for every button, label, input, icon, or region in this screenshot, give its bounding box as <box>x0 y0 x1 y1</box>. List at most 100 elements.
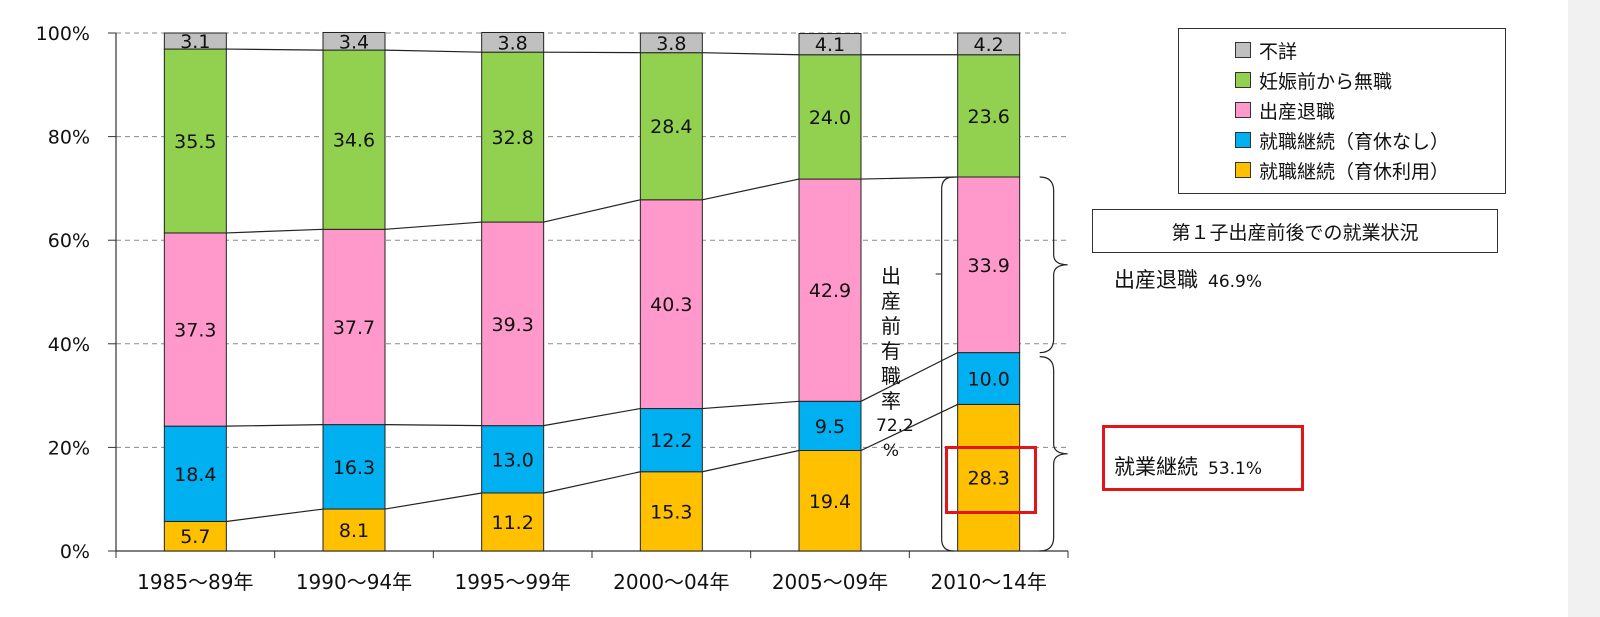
legend-item: 就職継続（育休なし） <box>1235 125 1505 155</box>
bar-segment <box>639 32 703 54</box>
legend-item: 不詳 <box>1235 35 1505 65</box>
x-tick-label: 2010〜14年 <box>930 570 1046 594</box>
prework-value: 72.2 <box>876 416 914 436</box>
data-label: 19.4 <box>809 491 851 513</box>
data-label: 12.2 <box>650 430 692 452</box>
caption-box: 第１子出産前後での就業状況 <box>1092 209 1498 253</box>
caption-text: 第１子出産前後での就業状況 <box>1171 221 1419 244</box>
x-tick-label: 1990〜94年 <box>296 570 412 594</box>
bar-highlight-box <box>945 446 1037 514</box>
connector-line <box>702 400 800 410</box>
y-tick-label: 100% <box>36 23 90 45</box>
connector-line <box>860 176 958 180</box>
bar-segment <box>322 228 386 426</box>
bar-segment <box>163 232 227 427</box>
bar-segment <box>798 54 862 180</box>
legend-label: 就職継続（育休利用） <box>1259 160 1450 183</box>
data-label: 33.9 <box>968 255 1010 277</box>
x-tick-label: 2005〜09年 <box>772 570 888 594</box>
connector-line <box>226 228 324 234</box>
y-tick-label: 80% <box>48 127 90 149</box>
x-tick-label: 1995〜99年 <box>454 570 570 594</box>
continue-summary: 就業継続 53.1% <box>1114 451 1262 481</box>
data-label: 3.8 <box>498 32 528 54</box>
data-label: 23.6 <box>968 106 1010 128</box>
legend-item: 出産退職 <box>1235 95 1505 125</box>
legend: 不詳 妊娠前から無職 出産退職 就職継続（育休なし） 就職継続（育休利用） <box>1178 28 1506 194</box>
legend-swatch <box>1235 72 1251 88</box>
data-label: 32.8 <box>492 127 534 149</box>
bar-segment <box>957 32 1021 56</box>
data-label: 40.3 <box>650 294 692 316</box>
connector-line <box>384 221 482 230</box>
legend-item: 就職継続（育休利用） <box>1235 155 1505 185</box>
connector-line <box>384 492 482 510</box>
legend-swatch <box>1235 42 1251 58</box>
continue-highlight-box <box>1102 425 1304 491</box>
data-label: 3.8 <box>656 33 686 55</box>
connector-line <box>384 424 482 427</box>
bar-segment <box>163 32 227 50</box>
bar-segment <box>322 508 386 552</box>
data-label: 9.5 <box>815 416 845 438</box>
data-label: 15.3 <box>650 501 692 523</box>
x-tick-label: 2000〜04年 <box>613 570 729 594</box>
bar-segment <box>481 31 545 53</box>
prework-bracket <box>941 176 954 552</box>
legend-label: 出産退職 <box>1259 100 1336 123</box>
data-label: 10.0 <box>968 369 1010 391</box>
data-label: 28.4 <box>650 116 692 138</box>
data-label: 42.9 <box>809 280 851 302</box>
connector-line <box>226 424 324 427</box>
data-label: 3.1 <box>180 31 210 53</box>
legend-label: 妊娠前から無職 <box>1259 70 1393 93</box>
data-label: 4.2 <box>974 34 1004 56</box>
data-label: 3.4 <box>339 31 369 53</box>
data-label: 18.4 <box>174 464 216 486</box>
bar-segment <box>481 51 545 223</box>
bar-segment <box>957 176 1021 354</box>
y-tick-label: 60% <box>48 230 90 252</box>
bar-segment <box>322 49 386 230</box>
bar-segment <box>481 425 545 494</box>
connector-line <box>543 407 641 427</box>
legend-item: 妊娠前から無職 <box>1235 65 1505 95</box>
y-tick-label: 20% <box>48 437 90 459</box>
data-label: 35.5 <box>174 131 216 153</box>
bar-segment <box>322 31 386 51</box>
connector-line <box>702 449 800 473</box>
legend-swatch <box>1235 162 1251 178</box>
data-label: 11.2 <box>492 512 534 534</box>
leave-summary: 出産退職 46.9% <box>1114 264 1262 294</box>
prework-rate-label: 出産前有職率 72.2 % <box>876 264 914 464</box>
continue-brace <box>1039 356 1068 552</box>
bar-segment <box>798 450 862 552</box>
bar-segment <box>957 403 1021 552</box>
legend-swatch <box>1235 132 1251 148</box>
bar-segment <box>639 471 703 552</box>
bar-segment <box>957 54 1021 178</box>
bar-segment <box>798 33 862 56</box>
connector-line <box>384 49 482 53</box>
legend-label: 就職継続（育休なし） <box>1259 130 1450 153</box>
prework-text: 出産前有職率 <box>881 264 901 413</box>
data-label: 4.1 <box>815 34 845 56</box>
data-label: 28.3 <box>968 468 1010 490</box>
data-label: 24.0 <box>809 107 851 129</box>
connector-line <box>226 48 324 51</box>
connector-line <box>543 51 641 54</box>
y-tick-label: 40% <box>48 334 90 356</box>
data-label: 39.3 <box>492 314 534 336</box>
leave-brace <box>1039 176 1068 354</box>
leave-label: 出産退職 <box>1114 268 1198 292</box>
connector-line <box>702 178 800 201</box>
y-tick-label: 0% <box>60 541 90 563</box>
data-label: 37.3 <box>174 320 216 342</box>
x-tick-label: 1985〜89年 <box>137 570 253 594</box>
data-label: 16.3 <box>333 457 375 479</box>
bar-segment <box>481 221 545 427</box>
data-label: 13.0 <box>492 449 534 471</box>
scrollbar-track[interactable] <box>1568 0 1600 617</box>
connector-line <box>543 199 641 223</box>
